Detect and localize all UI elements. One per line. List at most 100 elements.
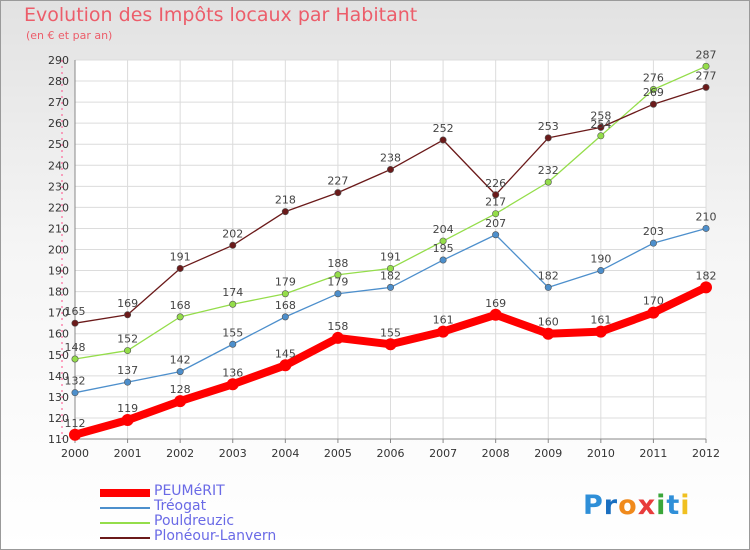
y-tick-label: 130 — [48, 391, 69, 404]
legend-label: PEUMéRIT — [154, 483, 225, 499]
y-tick-label: 160 — [48, 328, 69, 341]
data-label: 202 — [222, 227, 243, 240]
legend-label: Tréogat — [154, 498, 207, 514]
data-label: 174 — [222, 286, 243, 299]
data-label: 161 — [433, 314, 454, 327]
data-label: 155 — [380, 326, 401, 339]
y-tick-label: 270 — [48, 96, 69, 109]
data-label: 195 — [433, 242, 454, 255]
y-tick-label: 290 — [48, 54, 69, 67]
data-label: 190 — [590, 253, 611, 266]
data-point — [229, 300, 237, 308]
data-label: 253 — [538, 120, 559, 133]
data-point — [649, 239, 657, 247]
data-point — [71, 355, 79, 363]
logo-letter: P — [583, 490, 604, 521]
data-point — [71, 319, 79, 327]
data-point — [544, 178, 552, 186]
data-point — [702, 83, 710, 91]
x-tick-label: 2003 — [219, 447, 247, 460]
data-label: 155 — [222, 326, 243, 339]
data-point — [229, 340, 237, 348]
chart-subtitle: (en € et par an) — [26, 29, 113, 42]
data-label: 277 — [696, 69, 717, 82]
data-point — [649, 100, 657, 108]
y-tick-label: 180 — [48, 286, 69, 299]
data-label: 112 — [65, 417, 86, 430]
data-label: 142 — [170, 354, 191, 367]
y-tick-label: 110 — [48, 433, 69, 446]
data-label: 152 — [117, 333, 138, 346]
data-point — [334, 271, 342, 279]
chart-title: Evolution des Impôts locaux par Habitant — [24, 4, 418, 26]
legend-label: Pouldreuzic — [154, 513, 235, 529]
data-point — [279, 359, 292, 372]
legend-swatch — [100, 489, 150, 497]
data-point — [597, 123, 605, 131]
data-label: 204 — [433, 223, 454, 236]
data-point — [439, 136, 447, 144]
data-label: 145 — [275, 347, 296, 360]
data-label: 158 — [327, 320, 348, 333]
x-tick-label: 2012 — [692, 447, 720, 460]
data-label: 128 — [170, 383, 191, 396]
data-label: 179 — [327, 276, 348, 289]
y-tick-label: 200 — [48, 244, 69, 257]
data-point — [281, 290, 289, 298]
data-label: 276 — [643, 71, 664, 84]
x-tick-label: 2000 — [61, 447, 89, 460]
x-tick-label: 2006 — [377, 447, 405, 460]
data-point — [439, 256, 447, 264]
data-point — [69, 428, 81, 441]
data-point — [174, 395, 187, 408]
y-tick-label: 140 — [48, 370, 69, 383]
x-tick-label: 2009 — [534, 447, 562, 460]
data-point — [226, 378, 239, 391]
data-label: 252 — [433, 122, 454, 135]
logo-letter: t — [666, 490, 681, 521]
data-point — [386, 283, 394, 291]
x-tick-label: 2005 — [324, 447, 352, 460]
y-tick-label: 280 — [48, 75, 69, 88]
data-label: 258 — [590, 109, 611, 122]
data-point — [492, 210, 500, 218]
data-point — [334, 290, 342, 298]
x-tick-label: 2007 — [429, 447, 457, 460]
data-label: 182 — [380, 269, 401, 282]
logo-letter: i — [656, 490, 667, 521]
data-point — [544, 283, 552, 291]
x-tick-label: 2008 — [482, 447, 510, 460]
y-tick-label: 260 — [48, 117, 69, 130]
data-point — [542, 327, 555, 340]
data-point — [281, 208, 289, 216]
data-point — [489, 308, 502, 321]
data-point — [700, 281, 712, 294]
y-tick-label: 210 — [48, 222, 69, 235]
data-point — [597, 267, 605, 275]
data-label: 161 — [590, 314, 611, 327]
data-label: 217 — [485, 196, 506, 209]
data-label: 227 — [327, 175, 348, 188]
data-point — [437, 325, 450, 338]
data-label: 182 — [538, 269, 559, 282]
data-label: 218 — [275, 194, 296, 207]
data-label: 165 — [65, 305, 86, 318]
data-point — [702, 62, 710, 70]
x-tick-label: 2011 — [639, 447, 667, 460]
x-tick-label: 2001 — [114, 447, 142, 460]
data-label: 188 — [327, 257, 348, 270]
data-point — [71, 389, 79, 397]
data-point — [121, 414, 134, 427]
data-label: 232 — [538, 164, 559, 177]
y-tick-label: 190 — [48, 265, 69, 278]
data-point — [492, 191, 500, 199]
data-label: 168 — [275, 299, 296, 312]
legend-swatch — [100, 507, 150, 509]
data-label: 169 — [117, 297, 138, 310]
data-label: 287 — [696, 48, 717, 61]
data-point — [594, 325, 607, 338]
data-point — [492, 231, 500, 239]
data-label: 136 — [222, 366, 243, 379]
data-point — [176, 368, 184, 376]
